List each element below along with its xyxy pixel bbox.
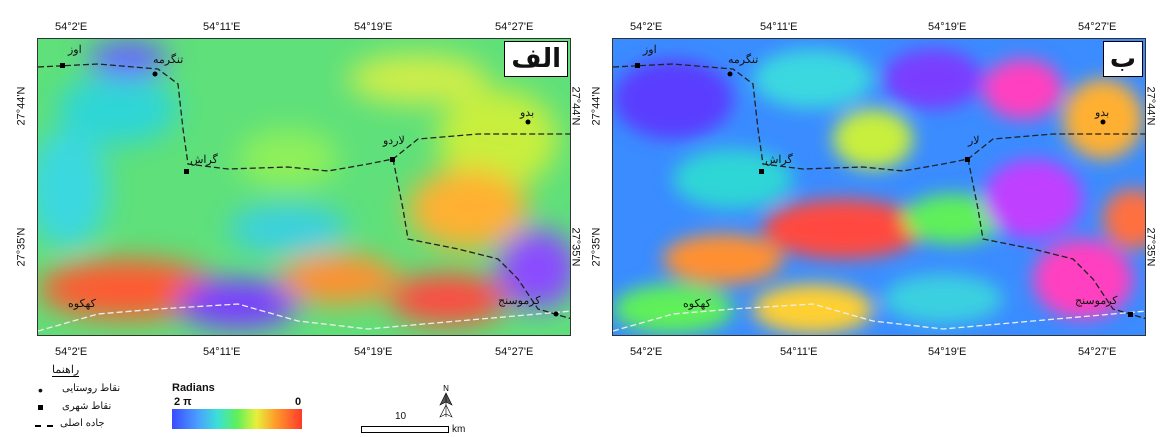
colorbar-left-label: 2 π xyxy=(174,396,192,408)
scale-bar xyxy=(361,426,449,433)
place-label: گراش xyxy=(765,154,793,166)
village-symbol: • xyxy=(38,382,43,398)
legend-item-road: جاده اصلی xyxy=(60,418,105,429)
map-panel-b: ب اوز تنگرمه گراش لار بدو کهکوه کرموسنج xyxy=(612,38,1146,336)
lat-tick-label: 27°35'N xyxy=(569,227,582,267)
scale-unit: km xyxy=(452,424,466,435)
place-label: اوز xyxy=(68,44,82,56)
bottom-tick-label: 54°2'E xyxy=(55,346,88,358)
lat-tick-label: 27°44'N xyxy=(590,86,603,126)
bottom-tick-label: 54°11'E xyxy=(203,346,241,358)
place-label: کهکوه xyxy=(683,298,711,310)
place-label: لار xyxy=(968,135,980,147)
panel-letter-b: ب xyxy=(1102,41,1143,77)
lat-tick-label: 27°35'N xyxy=(1144,227,1157,267)
north-arrow-icon: N xyxy=(439,384,453,418)
top-tick-label: 54°19'E xyxy=(928,21,967,33)
place-label: کرموسنج xyxy=(498,295,541,307)
top-tick-label: 54°19'E xyxy=(354,21,393,33)
top-tick-label: 54°2'E xyxy=(630,21,663,33)
lat-tick-label: 27°44'N xyxy=(15,86,28,126)
place-label: کرموسنج xyxy=(1075,295,1118,307)
interferogram-b xyxy=(613,39,1145,335)
map-panel-a: الف اوز تنگرمه گراش لاردو بدو کهکوه کرمو… xyxy=(37,38,571,336)
bottom-tick-label: 54°11'E xyxy=(780,346,818,358)
top-tick-label: 54°27'E xyxy=(495,21,534,33)
colorbar-right-label: 0 xyxy=(295,396,302,408)
lat-tick-label: 27°44'N xyxy=(1144,86,1157,126)
city-symbol xyxy=(38,405,43,410)
bottom-tick-label: 54°27'E xyxy=(495,346,534,358)
place-label: تنگرمه xyxy=(728,54,759,66)
place-label: بدو xyxy=(1095,107,1110,119)
bottom-tick-label: 54°19'E xyxy=(354,346,393,358)
lat-tick-label: 27°35'N xyxy=(590,227,603,267)
lat-tick-label: 27°44'N xyxy=(569,86,582,126)
place-label: کهکوه xyxy=(68,298,96,310)
legend-item-city: نقاط شهری xyxy=(62,401,112,412)
phase-colorbar xyxy=(172,409,302,429)
north-label: N xyxy=(443,384,449,393)
legend-item-village: نقاط روستایی xyxy=(62,383,121,394)
top-tick-label: 54°11'E xyxy=(760,21,798,33)
road-symbol xyxy=(35,425,53,427)
bottom-tick-label: 54°19'E xyxy=(928,346,967,358)
colorbar-label: Radians xyxy=(172,382,215,394)
legend-title: راهنما xyxy=(52,364,80,377)
place-label: بدو xyxy=(520,107,535,119)
bottom-tick-label: 54°2'E xyxy=(630,346,663,358)
top-tick-label: 54°27'E xyxy=(1078,21,1117,33)
top-tick-label: 54°2'E xyxy=(55,21,88,33)
lat-tick-label: 27°35'N xyxy=(15,227,28,267)
interferogram-a xyxy=(38,39,570,335)
place-label: گراش xyxy=(190,154,218,166)
top-tick-label: 54°11'E xyxy=(203,21,241,33)
place-label: اوز xyxy=(643,44,657,56)
place-label: لاردو xyxy=(383,135,405,147)
panel-letter-a: الف xyxy=(504,41,568,77)
bottom-tick-label: 54°27'E xyxy=(1078,346,1117,358)
scale-value: 10 xyxy=(395,411,407,422)
place-label: تنگرمه xyxy=(153,54,184,66)
